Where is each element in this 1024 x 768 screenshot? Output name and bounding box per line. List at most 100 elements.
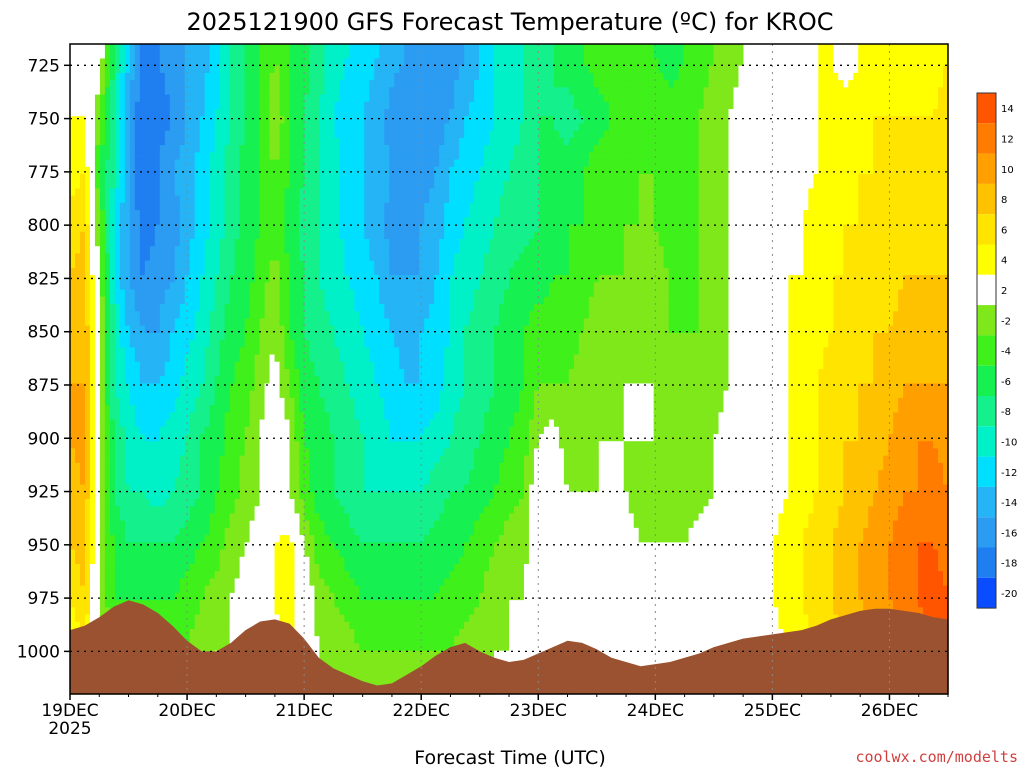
temperature-cell — [728, 166, 735, 175]
temperature-cell — [289, 231, 296, 240]
temperature-cell — [254, 152, 261, 161]
temperature-cell — [124, 101, 131, 110]
temperature-cell — [404, 80, 410, 88]
temperature-cell — [673, 109, 680, 117]
temperature-cell — [494, 51, 500, 60]
temperature-cell — [174, 44, 181, 52]
temperature-cell — [399, 65, 405, 74]
temperature-cell — [294, 181, 301, 190]
temperature-cell — [668, 217, 675, 226]
temperature-cell — [748, 224, 755, 233]
temperature-cell — [394, 202, 400, 211]
temperature-cell — [633, 181, 640, 190]
temperature-cell — [504, 72, 510, 81]
temperature-cell — [339, 202, 345, 211]
temperature-cell — [184, 58, 191, 67]
temperature-cell — [329, 195, 335, 204]
temperature-cell — [938, 58, 944, 67]
temperature-cell — [513, 217, 520, 226]
temperature-cell — [269, 72, 276, 81]
temperature-cell — [708, 195, 715, 204]
temperature-cell — [553, 51, 560, 60]
temperature-cell — [798, 210, 804, 218]
temperature-cell — [204, 94, 211, 103]
temperature-cell — [479, 239, 485, 247]
temperature-cell — [728, 44, 735, 52]
temperature-cell — [164, 44, 171, 52]
temperature-cell — [663, 166, 670, 175]
temperature-cell — [444, 72, 450, 81]
temperature-cell — [633, 80, 640, 88]
temperature-cell — [538, 116, 545, 125]
temperature-cell — [364, 181, 370, 190]
temperature-cell — [778, 80, 784, 88]
temperature-cell — [474, 51, 480, 60]
temperature-cell — [763, 58, 770, 67]
temperature-cell — [718, 58, 725, 67]
temperature-cell — [304, 202, 311, 211]
temperature-cell — [274, 72, 281, 81]
temperature-cell — [898, 217, 904, 226]
temperature-cell — [319, 109, 326, 117]
temperature-cell — [134, 217, 141, 226]
temperature-cell — [79, 51, 86, 60]
temperature-cell — [708, 80, 715, 88]
temperature-cell — [499, 109, 505, 117]
temperature-cell — [828, 109, 834, 117]
temperature-cell — [818, 217, 824, 226]
temperature-cell — [623, 94, 630, 103]
temperature-cell — [713, 87, 720, 96]
temperature-cell — [518, 116, 525, 125]
temperature-cell — [414, 80, 420, 88]
temperature-cell — [658, 87, 665, 96]
temperature-cell — [354, 217, 360, 226]
temperature-cell — [673, 44, 680, 52]
temperature-cell — [79, 94, 86, 103]
temperature-cell — [788, 217, 794, 226]
temperature-cell — [903, 217, 909, 226]
temperature-cell — [404, 174, 410, 182]
temperature-cell — [773, 181, 779, 190]
temperature-cell — [808, 239, 814, 247]
temperature-cell — [414, 137, 420, 146]
temperature-cell — [798, 109, 804, 117]
temperature-cell — [858, 224, 864, 233]
temperature-cell — [214, 210, 221, 218]
temperature-cell — [878, 87, 884, 96]
temperature-cell — [663, 188, 670, 197]
temperature-cell — [633, 51, 640, 60]
temperature-cell — [708, 239, 715, 247]
temperature-cell — [573, 231, 580, 240]
temperature-cell — [124, 116, 131, 125]
temperature-cell — [903, 195, 909, 204]
temperature-cell — [284, 217, 291, 226]
temperature-cell — [484, 181, 490, 190]
temperature-cell — [753, 159, 760, 168]
temperature-cell — [334, 72, 340, 81]
temperature-cell — [344, 231, 350, 240]
temperature-cell — [314, 239, 321, 247]
temperature-cell — [454, 174, 460, 182]
temperature-cell — [908, 152, 914, 161]
temperature-cell — [943, 239, 949, 247]
temperature-cell — [703, 130, 710, 139]
temperature-cell — [768, 101, 774, 110]
temperature-cell — [658, 188, 665, 197]
temperature-cell — [339, 51, 345, 60]
temperature-cell — [643, 202, 650, 211]
temperature-cell — [149, 159, 156, 168]
temperature-cell — [464, 174, 470, 182]
temperature-cell — [863, 101, 869, 110]
temperature-cell — [663, 44, 670, 52]
temperature-cell — [713, 224, 720, 233]
temperature-cell — [643, 166, 650, 175]
temperature-cell — [873, 210, 879, 218]
temperature-cell — [573, 145, 580, 153]
temperature-cell — [723, 72, 730, 81]
temperature-cell — [149, 174, 156, 182]
temperature-cell — [134, 210, 141, 218]
temperature-cell — [688, 202, 695, 211]
temperature-cell — [543, 130, 550, 139]
temperature-cell — [758, 58, 765, 67]
temperature-cell — [798, 195, 804, 204]
